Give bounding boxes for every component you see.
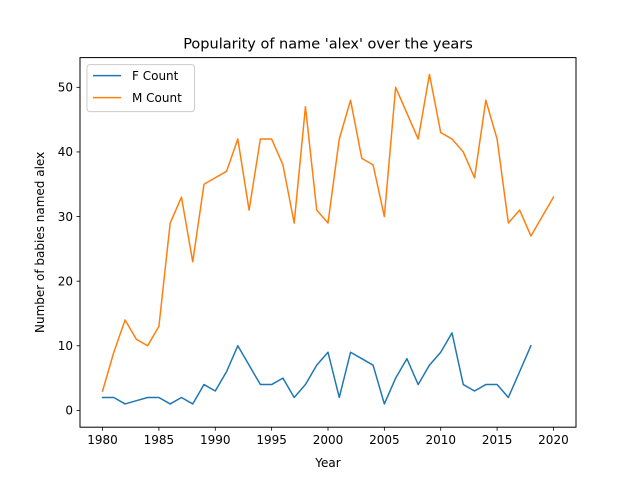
- legend-label-f-count: F Count: [132, 69, 179, 83]
- x-tick-label: 1995: [256, 433, 287, 447]
- y-tick-label: 0: [65, 404, 73, 418]
- x-tick-label: 2000: [313, 433, 344, 447]
- series-line-m-count: [101, 73, 555, 392]
- x-tick-label: 1980: [87, 433, 118, 447]
- chart-title: Popularity of name 'alex' over the years: [183, 37, 473, 53]
- legend-label-m-count: M Count: [132, 91, 182, 105]
- legend: F Count M Count: [86, 64, 195, 113]
- x-axis-label: Year: [314, 456, 340, 470]
- series-layer: [101, 73, 555, 405]
- y-axis-label: Number of babies named alex: [33, 152, 47, 333]
- y-tick-label: 10: [58, 339, 73, 353]
- ticks-layer: 1980 1985 1990 1995 2000 2005 2010 2015 2020 0 10 2…: [58, 81, 569, 448]
- x-tick-label: 2020: [538, 433, 569, 447]
- y-tick-label: 50: [58, 81, 73, 95]
- x-tick-label: 1985: [144, 433, 175, 447]
- y-tick-label: 30: [58, 210, 73, 224]
- y-tick-label: 20: [58, 274, 73, 288]
- x-tick-label: 1990: [200, 433, 231, 447]
- x-tick-label: 2010: [425, 433, 456, 447]
- x-tick-label: 2015: [482, 433, 513, 447]
- x-tick-label: 2005: [369, 433, 400, 447]
- series-line-f-count: [101, 332, 532, 405]
- y-tick-label: 40: [58, 145, 73, 159]
